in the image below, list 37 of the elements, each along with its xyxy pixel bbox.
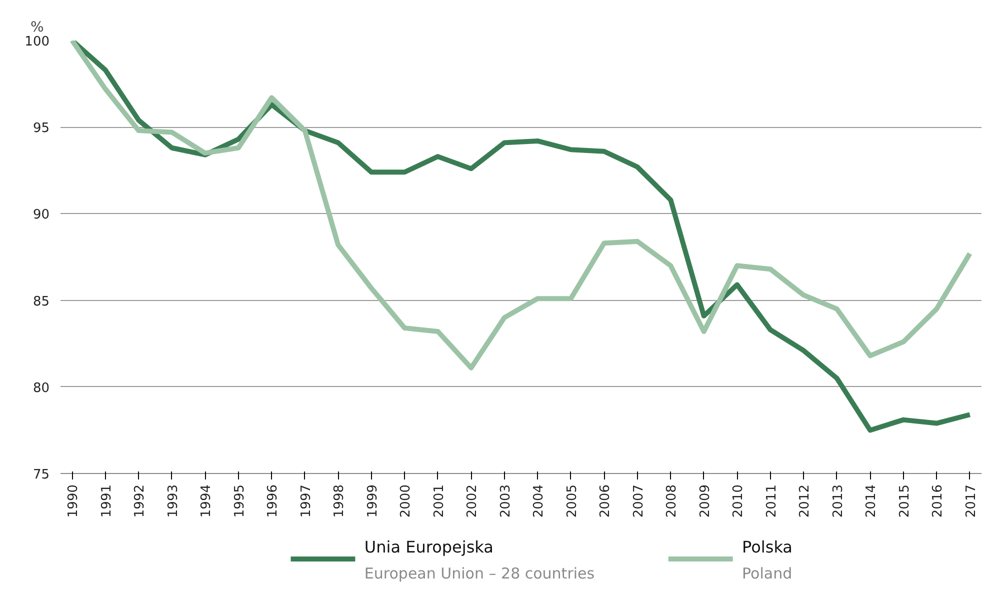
x-tick-label: 2011 [764, 484, 780, 518]
y-tick-label: 75 [32, 468, 50, 482]
y-tick-label: 90 [32, 208, 50, 223]
x-tick-label: 1995 [232, 484, 248, 518]
x-tick-label: 1991 [99, 484, 114, 518]
x-tick-label: 2003 [498, 484, 514, 518]
y-tick-label: 95 [32, 121, 50, 136]
x-tick-label: 1994 [199, 484, 214, 518]
x-tick-label: 2004 [532, 484, 547, 518]
y-tick-label: 85 [32, 294, 50, 310]
x-tick-label: 2015 [897, 484, 912, 518]
x-tick-label: 2017 [964, 484, 979, 518]
y-tick-label: 80 [32, 380, 50, 396]
x-tick-label: 2016 [930, 484, 946, 518]
x-tick-label: 2014 [864, 484, 880, 518]
y-axis-title: % [30, 20, 44, 36]
legend-label: Unia Europejska European Union – 28 countries [364, 538, 595, 583]
x-tick-label: 2010 [731, 484, 746, 518]
x-tick-label: 1996 [266, 484, 281, 518]
x-tick-label: 1999 [365, 484, 380, 518]
x-tick-label: 2012 [798, 484, 813, 518]
x-tick-label: 1997 [298, 484, 314, 518]
x-tick-label: 2008 [664, 484, 680, 518]
x-tick-label: 1990 [66, 484, 82, 518]
x-tick-label: 1998 [332, 484, 348, 518]
x-tick-label: 1993 [166, 484, 181, 518]
legend-label: Polska Poland [742, 538, 792, 583]
x-tick-label: 1992 [132, 484, 148, 518]
x-tick-label: 2009 [698, 484, 713, 518]
x-tick-label: 2013 [830, 484, 846, 518]
x-tick-label: 2005 [564, 484, 580, 518]
x-tick-label: 2006 [598, 484, 614, 518]
x-tick-label: 2000 [398, 484, 414, 518]
x-tick-label: 2001 [432, 484, 447, 518]
y-tick-label: 100 [24, 34, 50, 50]
x-tick-label: 2007 [631, 484, 646, 518]
x-tick-label: 2002 [465, 484, 480, 518]
